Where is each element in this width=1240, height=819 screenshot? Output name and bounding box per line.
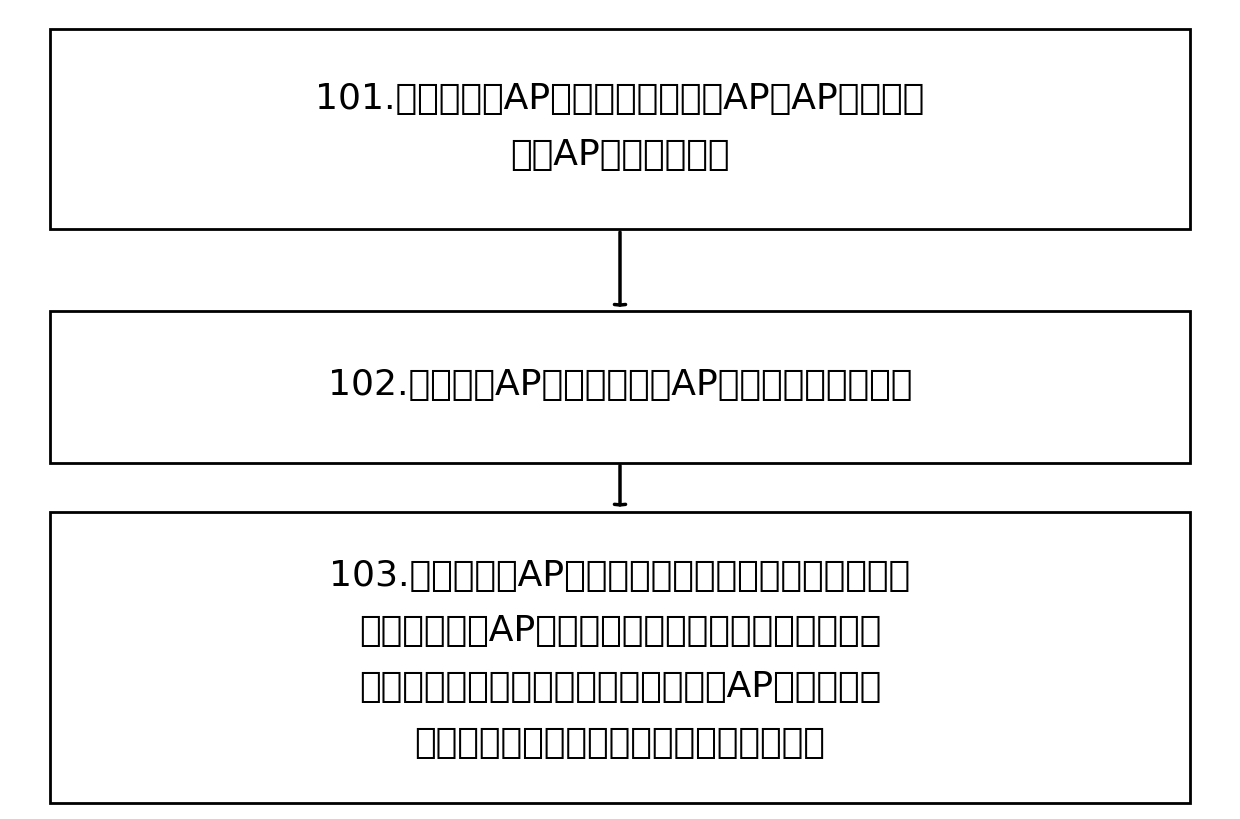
FancyBboxPatch shape (50, 29, 1190, 229)
Text: 103.当所述接入AP时的状态参数符合所述第一切换策略
时，获取所述AP信息对应的模式控制数据，并执行所
述模式控制数据以控制终端从所述接入AP时的第一模
式切: 103.当所述接入AP时的状态参数符合所述第一切换策略 时，获取所述AP信息对应… (330, 559, 910, 760)
Text: 102.根据所述AP信息获取所述AP对应的第一切换策略: 102.根据所述AP信息获取所述AP对应的第一切换策略 (327, 368, 913, 402)
FancyBboxPatch shape (50, 311, 1190, 463)
FancyBboxPatch shape (50, 512, 1190, 803)
Text: 101.接入接入点AP时，获取当前接入AP的AP信息以及
接入AP时的状态参数: 101.接入接入点AP时，获取当前接入AP的AP信息以及 接入AP时的状态参数 (315, 82, 925, 172)
